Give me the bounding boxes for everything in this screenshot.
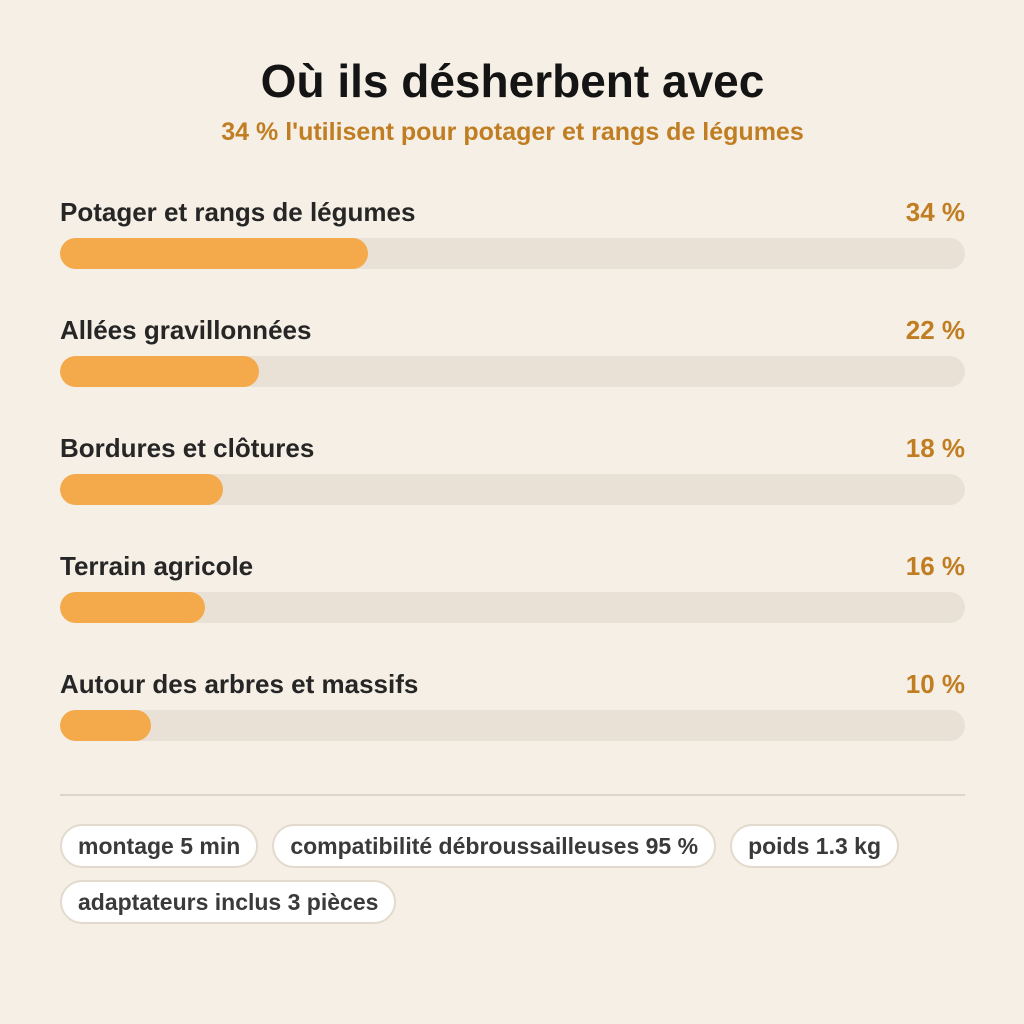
bar-value-label: 16 % <box>905 551 965 581</box>
bar-label: Terrain agricole <box>60 551 254 581</box>
bar-label: Bordures et clôtures <box>60 433 315 463</box>
bar-list: Potager et rangs de légumes 34 % Allées gr… <box>60 193 965 783</box>
bar-row-header: Terrain agricole 16 % <box>60 547 965 585</box>
bar-row: Allées gravillonnées 22 % <box>60 311 965 429</box>
chart-subtitle: 34 % l'utilisent pour potager et rangs d… <box>221 118 804 146</box>
bar-value-label: 34 % <box>905 197 965 227</box>
bar-row: Autour des arbres et massifs 10 % <box>60 665 965 783</box>
spec-chip: adaptateurs inclus 3 pièces <box>60 880 397 924</box>
bar-row: Bordures et clôtures 18 % <box>60 429 965 547</box>
bar-row: Terrain agricole 16 % <box>60 547 965 665</box>
bar-row-header: Bordures et clôtures 18 % <box>60 429 965 467</box>
bar <box>60 238 368 269</box>
bar-value-label: 22 % <box>905 315 965 345</box>
bar-value-label: 18 % <box>905 433 965 463</box>
bar-track <box>60 474 965 505</box>
bar-value-label: 10 % <box>905 669 965 699</box>
bar <box>60 592 205 623</box>
bar <box>60 474 223 505</box>
bar-label: Allées gravillonnées <box>60 315 312 345</box>
bar-track <box>60 356 965 387</box>
bar-track <box>60 238 965 269</box>
spec-chip: poids 1.3 kg <box>730 824 900 868</box>
chart-title: Où ils désherbent avec <box>260 55 765 107</box>
bar-label: Potager et rangs de légumes <box>60 197 416 227</box>
bar-row-header: Allées gravillonnées 22 % <box>60 311 965 349</box>
bar-row: Potager et rangs de légumes 34 % <box>60 193 965 311</box>
bar <box>60 356 260 387</box>
bar-track <box>60 592 965 623</box>
bar-row-header: Potager et rangs de légumes 34 % <box>60 193 965 231</box>
divider <box>60 794 965 796</box>
spec-chip: montage 5 min <box>60 824 259 868</box>
spec-chip: compatibilité débroussailleuses 95 % <box>272 824 717 868</box>
bar-label: Autour des arbres et massifs <box>60 669 419 699</box>
spec-chips: montage 5 min compatibilité débroussaille… <box>60 824 965 924</box>
bar-row-header: Autour des arbres et massifs 10 % <box>60 665 965 703</box>
bar <box>60 710 151 741</box>
bar-track <box>60 710 965 741</box>
